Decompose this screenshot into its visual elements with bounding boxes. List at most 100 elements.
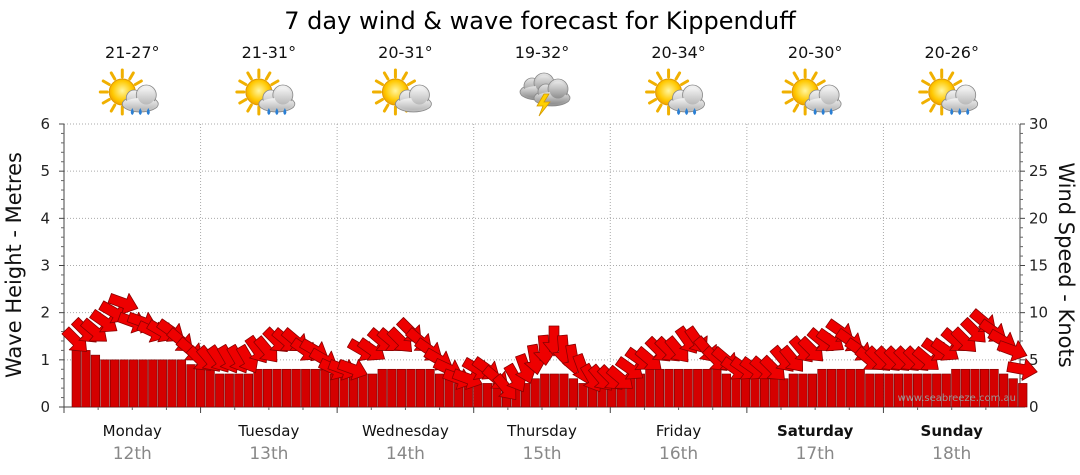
wave-bar: [377, 368, 387, 408]
wave-bar: [90, 354, 101, 408]
wave-bar: [109, 359, 120, 408]
right-axis-label: Wind Speed - Knots: [1054, 162, 1078, 367]
wave-bar: [129, 359, 139, 408]
day-name-label: Saturday: [777, 422, 854, 440]
left-tick-label: 1: [40, 351, 50, 369]
wind-arrow: [614, 356, 644, 380]
left-tick-label: 3: [40, 257, 50, 275]
wave-bar: [282, 368, 292, 408]
day-temperature: 20-26°: [924, 43, 979, 62]
wave-bar: [100, 359, 110, 408]
wave-bar: [234, 373, 244, 408]
wave-bar: [320, 368, 330, 408]
wave-bar: [884, 373, 894, 408]
wave-bar: [654, 368, 665, 408]
left-tick-label: 0: [40, 398, 50, 416]
wave-bar: [138, 359, 148, 408]
wave-bar: [731, 378, 741, 408]
wave-bar: [568, 378, 579, 408]
day-name-label: Thursday: [506, 422, 577, 440]
wave-bar: [941, 373, 951, 408]
wave-bar: [769, 378, 779, 408]
day-date-label: 18th: [932, 444, 971, 464]
wave-bar: [836, 368, 846, 408]
day-temperature: 21-27°: [105, 43, 160, 62]
day-temperature: 20-30°: [788, 43, 843, 62]
wind-arrow: [337, 359, 368, 381]
wave-bar: [301, 368, 311, 408]
day-date-label: 17th: [796, 444, 835, 464]
day-date-label: 15th: [522, 444, 561, 464]
wave-bar: [272, 368, 282, 408]
wind-arrow: [356, 337, 386, 361]
left-axis-label: Wave Height - Metres: [2, 152, 26, 378]
day-date-label: 14th: [386, 444, 425, 464]
left-tick-label: 2: [40, 304, 50, 322]
wave-bar: [664, 368, 674, 408]
wave-bar: [712, 368, 722, 408]
wave-bar: [779, 378, 789, 408]
day-temperature: 21-31°: [242, 43, 297, 62]
wind-arrow: [107, 293, 139, 315]
right-tick-label: 0: [1029, 398, 1039, 416]
left-tick-label: 5: [40, 162, 50, 180]
sun-cloud-rain-icon: [98, 68, 159, 116]
watermark: www.seabreeze.com.au: [898, 393, 1016, 404]
thunderstorm-icon: [519, 72, 571, 117]
sun-cloud-rain-icon: [645, 68, 705, 116]
wind-arrow: [1006, 358, 1038, 381]
wave-bar: [903, 373, 913, 408]
sun-cloud-rain-icon: [781, 68, 842, 116]
day-date-label: 12th: [113, 444, 152, 464]
day-name-label: Friday: [656, 422, 702, 440]
wave-bar: [874, 373, 884, 408]
wave-bar: [434, 373, 445, 408]
wind-arrow: [451, 368, 483, 390]
wave-bar: [358, 373, 368, 408]
wave-bar: [750, 378, 760, 408]
wind-arrow: [930, 337, 959, 361]
day-name-label: Sunday: [921, 422, 984, 440]
wave-bar: [310, 368, 320, 408]
wave-bar: [826, 368, 837, 408]
wave-bar: [71, 350, 81, 408]
day-temperature: 20-34°: [651, 43, 706, 62]
wave-bar: [473, 383, 483, 408]
wave-bar: [482, 383, 492, 408]
wave-bar: [195, 364, 206, 408]
wind-arrow: [960, 317, 986, 343]
wave-bar: [1008, 378, 1018, 408]
wave-bar: [425, 368, 435, 408]
wave-bar: [893, 373, 904, 408]
sun-cloud-rain-icon: [918, 68, 979, 116]
day-temperature: 19-32°: [515, 43, 570, 62]
wave-bar: [645, 368, 655, 408]
wave-bar: [186, 364, 196, 408]
wind-arrow: [996, 340, 1028, 362]
wind-arrow: [80, 317, 108, 342]
right-tick-label: 10: [1029, 304, 1048, 322]
wave-bar: [683, 368, 693, 408]
wave-bar: [798, 373, 808, 408]
wave-bar: [81, 350, 91, 408]
wave-bar: [932, 373, 942, 408]
right-tick-label: 15: [1029, 257, 1048, 275]
right-tick-label: 25: [1029, 162, 1048, 180]
wave-bar: [979, 368, 990, 408]
wave-bar: [693, 368, 703, 408]
wave-bar: [291, 368, 301, 408]
wave-bar: [253, 368, 263, 408]
right-tick-label: 20: [1029, 209, 1048, 227]
wave-bar: [807, 373, 818, 408]
wave-bar: [415, 368, 426, 408]
wave-bar: [368, 373, 378, 408]
wave-bar: [855, 368, 865, 408]
wave-bar: [673, 368, 684, 408]
chart-title: 7 day wind & wave forecast for Kippenduf…: [284, 7, 796, 35]
right-tick-label: 30: [1029, 115, 1048, 133]
wave-bar: [817, 368, 827, 408]
wave-bar: [157, 359, 167, 408]
sun-cloud-rain-icon: [235, 68, 296, 116]
wave-bar: [549, 373, 559, 408]
